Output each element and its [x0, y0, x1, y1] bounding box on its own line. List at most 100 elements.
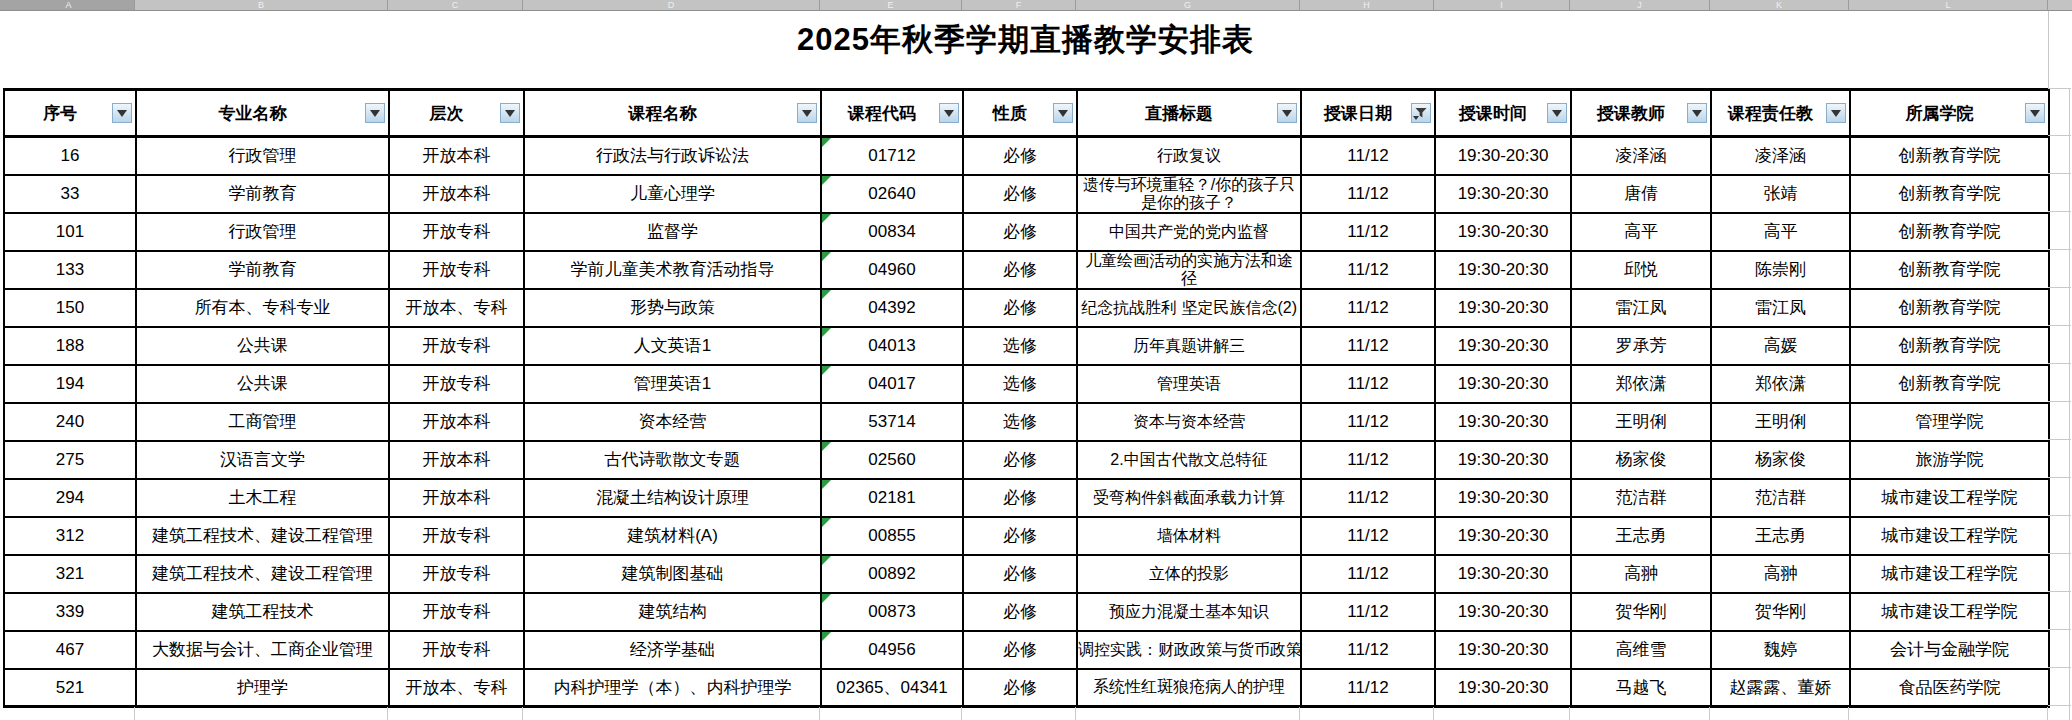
filter-dropdown-button[interactable]	[1053, 103, 1073, 123]
cell-college[interactable]: 旅游学院	[1850, 441, 2049, 479]
cell-code[interactable]: 02181	[821, 479, 963, 517]
cell-live_title[interactable]: 资本与资本经营	[1077, 403, 1301, 441]
cell-date[interactable]: 11/12	[1301, 289, 1435, 327]
cell-date[interactable]: 11/12	[1301, 479, 1435, 517]
cell-code[interactable]: 04013	[821, 327, 963, 365]
cell-nature[interactable]: 必修	[963, 289, 1077, 327]
cell-major[interactable]: 建筑工程技术	[136, 593, 389, 631]
cell-seq[interactable]: 321	[4, 555, 136, 593]
cell-seq[interactable]: 133	[4, 251, 136, 289]
column-letter-L[interactable]: L	[1849, 0, 2048, 10]
cell-resp_teacher[interactable]: 高平	[1711, 213, 1850, 251]
cell-college[interactable]: 创新教育学院	[1850, 251, 2049, 289]
column-header-date[interactable]: 授课日期	[1301, 90, 1435, 137]
cell-date[interactable]: 11/12	[1301, 669, 1435, 707]
cell-major[interactable]: 所有本、专科专业	[136, 289, 389, 327]
cell-major[interactable]: 学前教育	[136, 175, 389, 213]
cell-live_title[interactable]: 2.中国古代散文总特征	[1077, 441, 1301, 479]
cell-teacher[interactable]: 杨家俊	[1571, 441, 1711, 479]
cell-college[interactable]: 食品医药学院	[1850, 669, 2049, 707]
cell-level[interactable]: 开放专科	[389, 555, 524, 593]
cell-seq[interactable]: 240	[4, 403, 136, 441]
cell-time[interactable]: 19:30-20:30	[1435, 631, 1571, 669]
cell-teacher[interactable]: 王志勇	[1571, 517, 1711, 555]
cell-teacher[interactable]: 高翀	[1571, 555, 1711, 593]
column-letter-C[interactable]: C	[388, 0, 523, 10]
cell-college[interactable]: 创新教育学院	[1850, 327, 2049, 365]
cell-college[interactable]: 城市建设工程学院	[1850, 517, 2049, 555]
cell-college[interactable]: 城市建设工程学院	[1850, 555, 2049, 593]
cell-code[interactable]: 00892	[821, 555, 963, 593]
cell-time[interactable]: 19:30-20:30	[1435, 327, 1571, 365]
column-letter-A[interactable]: A	[3, 0, 135, 10]
cell-teacher[interactable]: 罗承芳	[1571, 327, 1711, 365]
cell-nature[interactable]: 必修	[963, 213, 1077, 251]
cell-live_title[interactable]: 预应力混凝土基本知识	[1077, 593, 1301, 631]
filter-dropdown-button[interactable]	[112, 103, 132, 123]
cell-course[interactable]: 资本经营	[524, 403, 821, 441]
cell-code[interactable]: 04960	[821, 251, 963, 289]
filter-dropdown-button[interactable]	[365, 103, 385, 123]
cell-teacher[interactable]: 郑依潇	[1571, 365, 1711, 403]
column-header-time[interactable]: 授课时间	[1435, 90, 1571, 137]
cell-course[interactable]: 古代诗歌散文专题	[524, 441, 821, 479]
cell-nature[interactable]: 选修	[963, 365, 1077, 403]
column-letter-K[interactable]: K	[1710, 0, 1849, 10]
cell-time[interactable]: 19:30-20:30	[1435, 517, 1571, 555]
cell-date[interactable]: 11/12	[1301, 327, 1435, 365]
cell-date[interactable]: 11/12	[1301, 213, 1435, 251]
cell-code[interactable]: 01712	[821, 137, 963, 175]
cell-seq[interactable]: 16	[4, 137, 136, 175]
cell-major[interactable]: 工商管理	[136, 403, 389, 441]
cell-time[interactable]: 19:30-20:30	[1435, 593, 1571, 631]
cell-live_title[interactable]: 系统性红斑狼疮病人的护理	[1077, 669, 1301, 707]
cell-teacher[interactable]: 雷江凤	[1571, 289, 1711, 327]
cell-code[interactable]: 53714	[821, 403, 963, 441]
cell-code[interactable]: 04017	[821, 365, 963, 403]
filter-dropdown-button[interactable]	[939, 103, 959, 123]
cell-major[interactable]: 行政管理	[136, 137, 389, 175]
cell-seq[interactable]: 150	[4, 289, 136, 327]
cell-date[interactable]: 11/12	[1301, 441, 1435, 479]
filter-dropdown-button[interactable]	[1826, 103, 1846, 123]
column-letter-H[interactable]: H	[1300, 0, 1434, 10]
cell-code[interactable]: 04392	[821, 289, 963, 327]
cell-major[interactable]: 学前教育	[136, 251, 389, 289]
cell-nature[interactable]: 选修	[963, 403, 1077, 441]
cell-course[interactable]: 监督学	[524, 213, 821, 251]
cell-live_title[interactable]: 行政复议	[1077, 137, 1301, 175]
cell-level[interactable]: 开放专科	[389, 365, 524, 403]
cell-teacher[interactable]: 唐倩	[1571, 175, 1711, 213]
cell-time[interactable]: 19:30-20:30	[1435, 669, 1571, 707]
cell-teacher[interactable]: 王明俐	[1571, 403, 1711, 441]
filter-dropdown-button[interactable]	[1547, 103, 1567, 123]
cell-seq[interactable]: 275	[4, 441, 136, 479]
filter-dropdown-button[interactable]	[797, 103, 817, 123]
cell-teacher[interactable]: 范洁群	[1571, 479, 1711, 517]
cell-time[interactable]: 19:30-20:30	[1435, 479, 1571, 517]
cell-nature[interactable]: 必修	[963, 479, 1077, 517]
cell-code[interactable]: 04956	[821, 631, 963, 669]
cell-teacher[interactable]: 贺华刚	[1571, 593, 1711, 631]
cell-course[interactable]: 建筑制图基础	[524, 555, 821, 593]
cell-college[interactable]: 管理学院	[1850, 403, 2049, 441]
cell-nature[interactable]: 必修	[963, 137, 1077, 175]
filter-dropdown-button[interactable]	[1277, 103, 1297, 123]
cell-course[interactable]: 管理英语1	[524, 365, 821, 403]
cell-major[interactable]: 护理学	[136, 669, 389, 707]
cell-code[interactable]: 02640	[821, 175, 963, 213]
cell-level[interactable]: 开放专科	[389, 327, 524, 365]
cell-resp_teacher[interactable]: 高媛	[1711, 327, 1850, 365]
column-letter-D[interactable]: D	[523, 0, 820, 10]
cell-resp_teacher[interactable]: 赵露露、董娇	[1711, 669, 1850, 707]
cell-time[interactable]: 19:30-20:30	[1435, 441, 1571, 479]
cell-nature[interactable]: 必修	[963, 669, 1077, 707]
cell-live_title[interactable]: 墙体材料	[1077, 517, 1301, 555]
column-header-major[interactable]: 专业名称	[136, 90, 389, 137]
cell-live_title[interactable]: 遗传与环境重轻？/你的孩子只是你的孩子？	[1077, 175, 1301, 213]
cell-time[interactable]: 19:30-20:30	[1435, 137, 1571, 175]
cell-live_title[interactable]: 受弯构件斜截面承载力计算	[1077, 479, 1301, 517]
cell-live_title[interactable]: 儿童绘画活动的实施方法和途径	[1077, 251, 1301, 289]
cell-resp_teacher[interactable]: 陈崇刚	[1711, 251, 1850, 289]
column-letter-B[interactable]: B	[135, 0, 388, 10]
